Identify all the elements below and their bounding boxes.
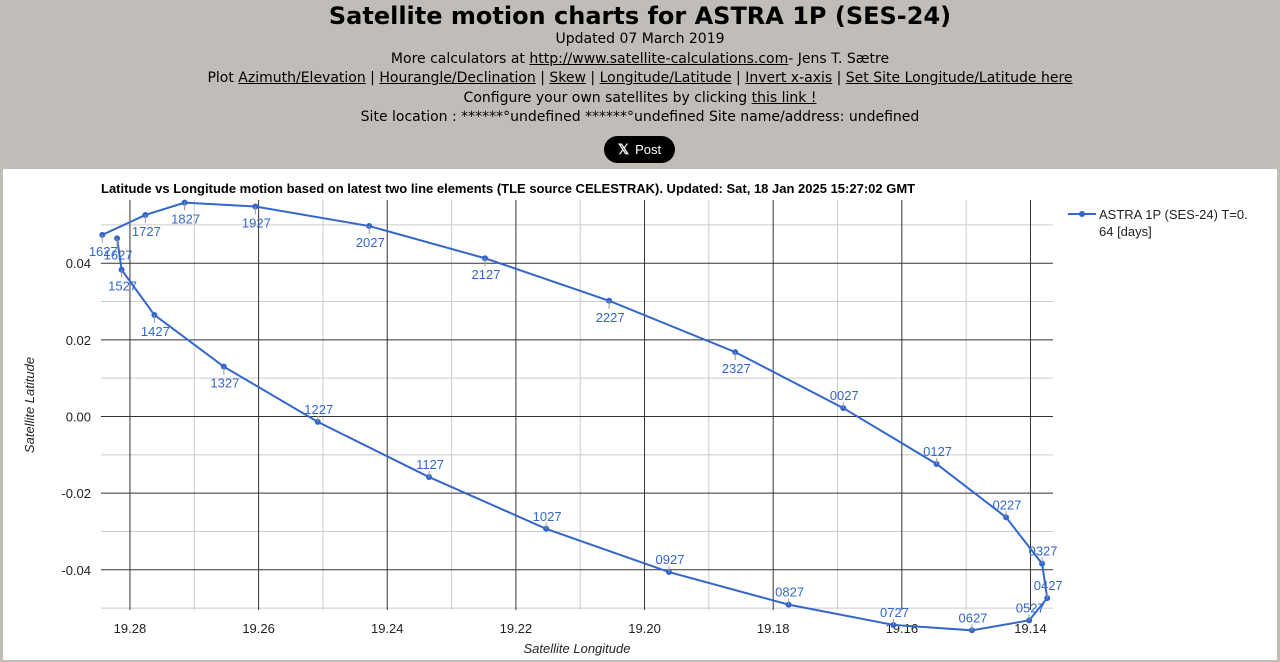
chart-panel: Latitude vs Longitude motion based on la… — [3, 169, 1277, 660]
page-header: Satellite motion charts for ASTRA 1P (SE… — [0, 0, 1280, 128]
data-point — [118, 266, 125, 273]
data-label: 0827 — [775, 585, 804, 600]
azimuth-elevation-link[interactable]: Azimuth/Elevation — [238, 70, 366, 87]
invert-x-axis-link[interactable]: Invert x-axis — [745, 70, 833, 87]
data-label: 1027 — [533, 509, 562, 524]
plot-prefix: Plot — [207, 70, 239, 87]
x-tick-label: 19.26 — [242, 621, 275, 636]
data-point — [840, 405, 847, 412]
data-label: 0727 — [880, 605, 909, 620]
legend-label: 64 [days] — [1099, 224, 1152, 239]
data-label: 0127 — [923, 444, 952, 459]
configure-line: Configure your own satellites by clickin… — [0, 89, 1280, 109]
separator: | — [832, 70, 846, 87]
data-label: 2227 — [596, 310, 625, 325]
data-label: 1627 — [104, 247, 133, 262]
data-label: 1527 — [108, 279, 137, 294]
y-tick-label: 0.00 — [66, 409, 91, 424]
x-tick-label: 19.20 — [628, 621, 661, 636]
chart-title: Latitude vs Longitude motion based on la… — [101, 181, 915, 196]
legend-swatch-marker — [1079, 211, 1085, 217]
page-title: Satellite motion charts for ASTRA 1P (SE… — [328, 2, 952, 30]
updated-text: Updated 07 March 2019 — [555, 31, 725, 47]
data-label: 1427 — [141, 324, 170, 339]
y-tick-label: -0.02 — [61, 486, 91, 501]
data-label: 2327 — [722, 361, 751, 376]
data-point — [482, 255, 489, 262]
separator: | — [535, 70, 550, 87]
data-label: 2027 — [356, 235, 385, 250]
data-label: 0427 — [1034, 578, 1063, 593]
x-tick-label: 19.16 — [886, 621, 919, 636]
data-point — [890, 621, 897, 628]
data-label: 1827 — [171, 212, 200, 227]
separator: | — [731, 70, 746, 87]
data-label: 0227 — [993, 497, 1022, 512]
site-location-text: Site location : ******°undefined ******°… — [360, 109, 920, 126]
data-label: 1327 — [210, 376, 239, 391]
longitude-latitude-link[interactable]: Longitude/Latitude — [599, 70, 732, 87]
data-label: 0027 — [830, 388, 859, 403]
data-label: 1627 — [89, 244, 118, 259]
configure-prefix: Configure your own satellites by clickin… — [463, 89, 752, 106]
x-logo-icon: 𝕏 — [617, 141, 630, 157]
data-label: 1127 — [416, 457, 444, 472]
data-point — [114, 235, 121, 242]
y-tick-label: -0.04 — [61, 563, 91, 578]
set-site-link[interactable]: Set Site Longitude/Latitude here — [845, 70, 1073, 87]
x-tick-label: 19.18 — [757, 621, 790, 636]
hourangle-declination-link[interactable]: Hourangle/Declination — [379, 70, 536, 87]
legend-label: ASTRA 1P (SES-24) T=0. — [1099, 207, 1248, 222]
data-label: 0327 — [1029, 544, 1058, 559]
data-label: 1227 — [304, 402, 333, 417]
data-label: 0527 — [1016, 600, 1045, 615]
separator: | — [585, 70, 600, 87]
author-text: - Jens T. Sætre — [788, 50, 890, 67]
more-calculators-line: More calculators at http://www.satellite… — [0, 50, 1280, 70]
x-axis-label: Satellite Longitude — [524, 641, 631, 656]
latlon-chart: Latitude vs Longitude motion based on la… — [22, 181, 1248, 656]
data-label: 1727 — [132, 224, 161, 239]
post-button[interactable]: 𝕏 Post — [604, 136, 675, 163]
more-prefix: More calculators at — [390, 50, 530, 67]
data-label: 0627 — [958, 610, 987, 625]
y-axis-label: Satellite Latitude — [22, 357, 37, 453]
site-link[interactable]: http://www.satellite-calculations.com — [529, 50, 789, 67]
x-tick-label: 19.22 — [500, 621, 533, 636]
data-point — [1026, 617, 1033, 624]
data-label: 0927 — [656, 552, 685, 567]
x-tick-label: 19.14 — [1014, 621, 1047, 636]
post-label: Post — [635, 142, 662, 157]
configure-satellites-link[interactable]: this link ! — [751, 89, 817, 106]
x-tick-label: 19.28 — [114, 621, 147, 636]
x-tick-label: 19.24 — [371, 621, 404, 636]
data-label: 2127 — [472, 267, 501, 282]
separator: | — [365, 70, 380, 87]
y-tick-label: 0.02 — [66, 333, 91, 348]
y-tick-label: 0.04 — [66, 256, 91, 271]
skew-link[interactable]: Skew — [549, 70, 586, 87]
data-label: 1927 — [242, 216, 271, 231]
plot-links-line: Plot Azimuth/Elevation | Hourangle/Decli… — [0, 69, 1280, 89]
